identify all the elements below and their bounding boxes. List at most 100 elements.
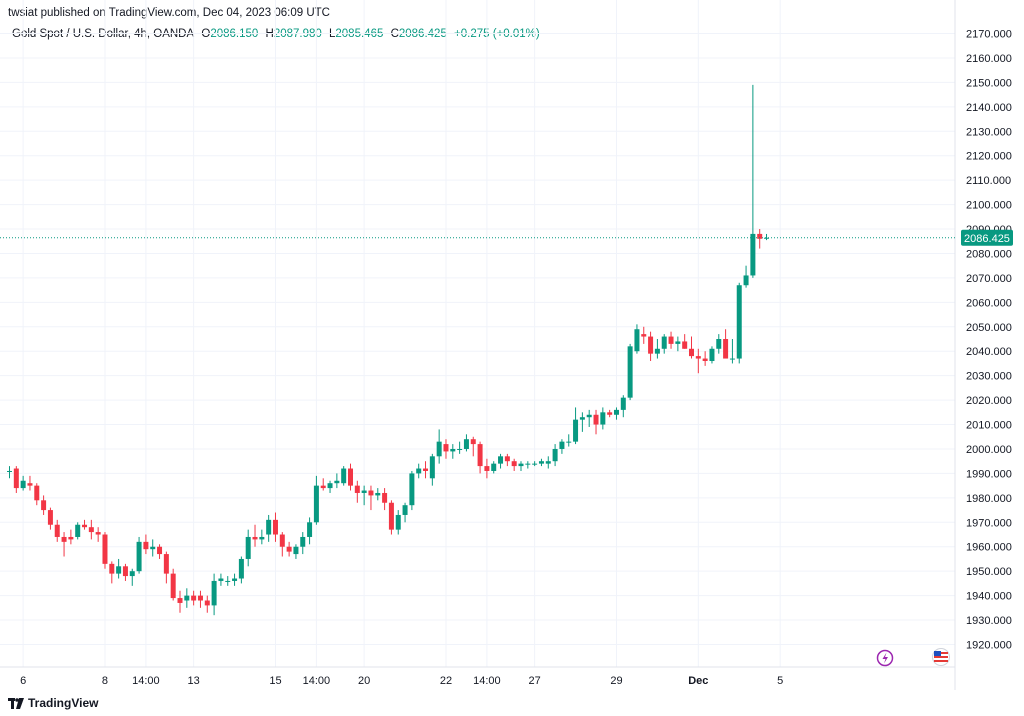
candle-body [695, 356, 701, 359]
candle [191, 590, 197, 606]
candle-body [423, 468, 429, 471]
price-tick-label: 2140.000 [966, 102, 1012, 114]
candle-body [388, 502, 394, 530]
candle-body [157, 546, 163, 555]
candle [334, 473, 340, 489]
candle [634, 324, 640, 354]
candle [661, 334, 667, 354]
candle-body [279, 534, 285, 547]
candle [177, 590, 183, 613]
candle [436, 429, 442, 464]
candle-body [293, 546, 299, 555]
candle-body [511, 461, 517, 467]
candle [88, 519, 94, 540]
candle [682, 334, 688, 349]
time-axis[interactable]: 6 8 14:00 13 15 14:00 20 22 14:00 27 29 Dec 5 [20, 675, 783, 687]
candle-body [525, 463, 531, 465]
candle-body [259, 536, 265, 540]
candle [375, 488, 381, 501]
price-tick-label: 1920.000 [966, 640, 1012, 652]
candle [307, 517, 313, 545]
candle [102, 532, 108, 569]
candle [225, 576, 231, 586]
candle [423, 461, 429, 479]
candle-body [13, 468, 19, 489]
price-tick-label: 1940.000 [966, 591, 1012, 603]
candle-body [238, 558, 244, 579]
candle-body [20, 480, 26, 489]
candle [68, 529, 74, 545]
candle-body [95, 532, 101, 535]
candle [613, 407, 619, 420]
candle [279, 532, 285, 557]
candle-body [743, 275, 749, 286]
candle [491, 461, 497, 474]
candle [259, 529, 265, 545]
price-tick-label: 2100.000 [966, 200, 1012, 212]
time-tick-label: 20 [358, 675, 370, 687]
candle [702, 351, 708, 366]
candle-body [593, 414, 599, 425]
tradingview-brand[interactable]: TradingView [8, 696, 98, 710]
candle [13, 466, 19, 493]
candle-body [218, 578, 224, 581]
candle-body [116, 566, 122, 574]
candle [695, 348, 701, 374]
last-price-badge [961, 229, 1013, 246]
price-tick-label: 2070.000 [966, 273, 1012, 285]
candle-body [368, 490, 374, 496]
candle [764, 233, 770, 241]
candle-body [313, 485, 319, 523]
time-tick-label: 6 [20, 675, 26, 687]
candle [293, 544, 299, 559]
candle [61, 532, 67, 557]
time-tick-label: 22 [440, 675, 452, 687]
candle-body [545, 461, 551, 464]
candle-body [382, 492, 388, 503]
candle-body [682, 341, 688, 349]
price-tick-label: 2040.000 [966, 346, 1012, 358]
candle [409, 470, 415, 511]
us-flag-event-icon[interactable] [932, 648, 950, 666]
candle-body [613, 409, 619, 415]
candles [7, 84, 770, 616]
candle [504, 453, 510, 467]
candle [122, 563, 128, 581]
time-tick-label: 14:00 [132, 675, 160, 687]
candle-body [361, 490, 367, 493]
candle [627, 343, 633, 401]
candle-body [27, 483, 33, 486]
candle-body [395, 514, 401, 530]
candle [586, 409, 592, 427]
candle-body [409, 473, 415, 506]
price-tick-label: 2160.000 [966, 53, 1012, 65]
candle-body [375, 492, 381, 496]
time-tick-label: Dec [688, 675, 708, 687]
candle-body [750, 233, 756, 276]
candle-body [498, 456, 504, 464]
candle [27, 475, 33, 491]
candle-body [641, 334, 647, 337]
candle-body [702, 358, 708, 361]
candle-body [470, 439, 476, 445]
candle [525, 461, 531, 469]
candle [218, 573, 224, 586]
candle [109, 561, 115, 584]
candle [477, 441, 483, 474]
candle-body [245, 536, 251, 559]
candle [116, 558, 122, 579]
lightning-event-icon[interactable] [876, 649, 894, 667]
candle-body [566, 441, 572, 443]
candle-body [689, 348, 694, 357]
candle [54, 519, 60, 542]
candle-body [620, 397, 626, 410]
candle [34, 483, 40, 506]
candle-body [648, 336, 654, 354]
candle-body [136, 541, 142, 572]
candle [443, 439, 449, 459]
price-axis[interactable]: 2170.000 2160.000 2150.000 2140.000 2130.000… [966, 29, 1012, 652]
candle-body [41, 500, 47, 511]
candle [395, 510, 401, 535]
candle-body [225, 580, 231, 582]
